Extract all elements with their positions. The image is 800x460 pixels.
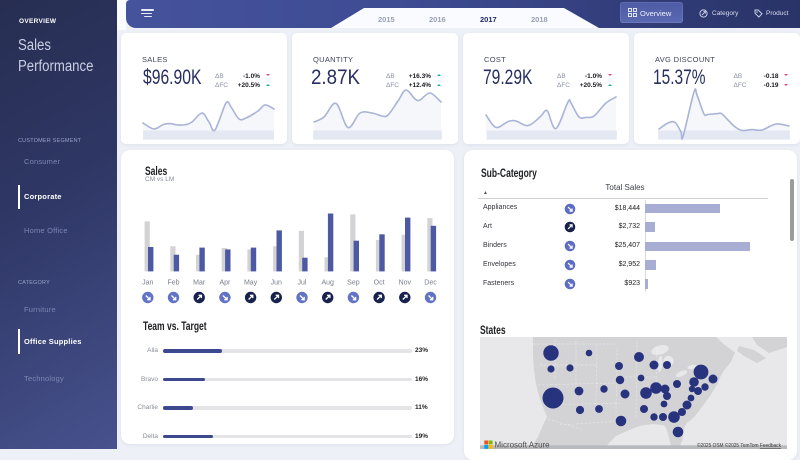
svg-text:Apr: Apr <box>219 280 231 287</box>
svg-text:Nov: Nov <box>399 280 412 287</box>
svg-text:Jan: Jan <box>142 280 153 287</box>
svg-text:Feb: Feb <box>167 280 179 287</box>
svg-text:Sep: Sep <box>347 280 360 287</box>
svg-text:Aug: Aug <box>321 280 334 287</box>
svg-text:May: May <box>244 280 258 287</box>
svg-text:Oct: Oct <box>374 280 385 287</box>
svg-text:Jun: Jun <box>271 280 282 287</box>
svg-text:©2025 OSM ©2025 TomTom Feedb: ©2025 OSM ©2025 TomTom Feedback <box>697 442 781 449</box>
svg-text:Microsoft Azure: Microsoft Azure <box>495 440 551 449</box>
svg-text:Dec: Dec <box>424 280 437 287</box>
svg-text:Jul: Jul <box>298 280 307 287</box>
svg-text:Mar: Mar <box>193 280 206 287</box>
